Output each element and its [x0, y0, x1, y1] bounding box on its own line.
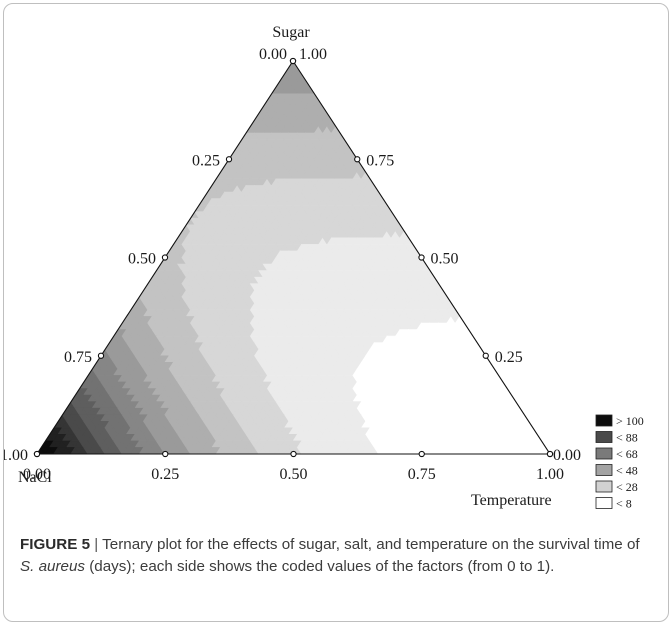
caption-separator: | [90, 536, 103, 553]
tick-mark-bottom [162, 450, 169, 458]
legend-label: < 28 [616, 480, 638, 494]
legend-swatch [595, 414, 613, 427]
tick-label-left: 0.50 [128, 251, 156, 268]
axis-title-top: Sugar [272, 24, 310, 41]
tick-label-bottom: 0.00 [23, 466, 51, 483]
tick-label-right: 0.00 [553, 447, 581, 464]
tick-mark-right [418, 254, 425, 261]
tick-mark-left [33, 450, 41, 458]
tick-label-right: 0.75 [366, 152, 394, 169]
tick-mark-right [482, 352, 489, 359]
tick-mark-left [97, 352, 105, 359]
tick-mark-left [225, 156, 233, 163]
contour-field [37, 61, 550, 454]
legend-swatch [595, 464, 613, 476]
tick-label-right: 1.00 [299, 46, 327, 63]
legend-label: < 48 [616, 464, 638, 478]
legend: > 100 < 88 < 68 < 48 < 28 < 8 [595, 414, 644, 511]
tick-mark-right [289, 57, 297, 65]
tick-label-right: 0.50 [431, 251, 459, 268]
tick-label-bottom: 0.50 [280, 466, 308, 483]
tick-label-bottom: 0.75 [408, 466, 436, 483]
legend-swatch [595, 431, 613, 443]
tick-mark-left [161, 254, 169, 261]
legend-label: > 100 [616, 414, 644, 428]
caption-organism: S. aureus [20, 557, 86, 575]
tick-mark-bottom [290, 450, 297, 458]
caption-text-1: Ternary plot for the effects of sugar, s… [102, 536, 640, 553]
tick-label-bottom: 1.00 [536, 466, 564, 483]
figure-caption: FIGURE 5 | Ternary plot for the effects … [20, 534, 654, 577]
tick-label-right: 0.25 [495, 349, 523, 366]
legend-swatch [595, 447, 613, 460]
tick-mark-right [354, 156, 361, 163]
tick-label-left: 0.00 [259, 46, 287, 63]
legend-label: < 68 [616, 447, 638, 461]
tick-label-left: 1.00 [4, 447, 28, 464]
figure-frame: 0.00 0.25 0.50 0.75 1.00 1.00 0.75 0.50 0.25 0.00… [3, 3, 669, 622]
tick-label-bottom: 0.25 [151, 466, 179, 483]
tick-group: 0.00 0.25 0.50 0.75 1.00 1.00 0.75 0.50 0.25 0.00… [4, 46, 581, 483]
axis-title-right: Temperature [471, 492, 552, 509]
legend-swatch [595, 480, 613, 493]
legend-swatch [595, 497, 613, 509]
tick-mark-bottom [418, 450, 425, 458]
tick-label-left: 0.25 [192, 152, 220, 169]
tick-label-left: 0.75 [64, 349, 92, 366]
axis-titles: Sugar NaCl Temperature [18, 24, 552, 509]
tick-mark-right [546, 450, 554, 458]
caption-text-2: (days); each side shows the coded values… [85, 557, 555, 575]
axis-title-left: NaCl [18, 469, 52, 486]
ternary-plot: 0.00 0.25 0.50 0.75 1.00 1.00 0.75 0.50 0.25 0.00… [4, 24, 644, 511]
legend-label: < 88 [616, 431, 638, 445]
legend-label: < 8 [616, 497, 632, 511]
figure-label: FIGURE 5 [20, 536, 91, 553]
